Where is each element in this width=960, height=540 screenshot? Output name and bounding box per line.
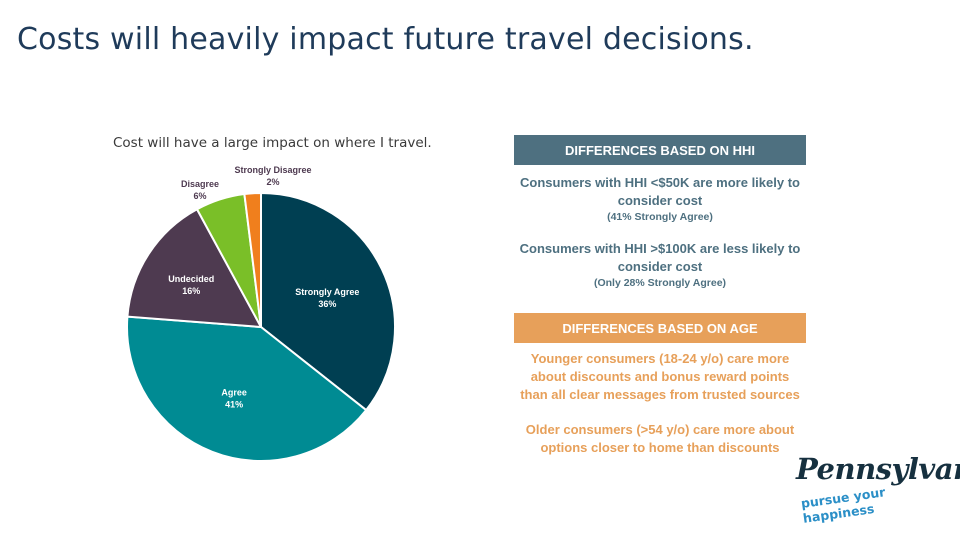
pennsylvania-logo: Pennsylvania pursue your happiness <box>788 452 960 526</box>
slice-value-disagree: 6% <box>193 191 206 201</box>
hhi-point-2-sub: (Only 28% Strongly Agree) <box>593 277 727 289</box>
hhi-point-1-main: Consumers with HHI <$50K are more likely… <box>520 175 800 208</box>
slice-value-undecided: 16% <box>182 286 200 296</box>
slice-value-strongly-agree: 36% <box>318 299 336 309</box>
age-panel-header: DIFFERENCES BASED ON AGE <box>514 313 806 343</box>
hhi-point-1-sub: (41% Strongly Agree) <box>607 211 713 223</box>
slice-label-strongly-disagree: Strongly Disagree <box>234 165 311 175</box>
hhi-point-2: Consumers with HHI >$100K are less likel… <box>514 240 806 290</box>
slice-label-strongly-agree: Strongly Agree <box>295 287 359 297</box>
age-point-2: Older consumers (>54 y/o) care more abou… <box>525 422 795 455</box>
slice-label-undecided: Undecided <box>168 274 214 284</box>
hhi-panel-header: DIFFERENCES BASED ON HHI <box>514 135 806 165</box>
pie-slice-agree <box>126 315 368 462</box>
slice-value-agree: 41% <box>225 400 243 410</box>
slice-value-strongly-disagree: 2% <box>266 177 279 187</box>
pie-slice-undecided <box>126 207 263 329</box>
slide-title: Costs will heavily impact future travel … <box>17 22 754 57</box>
slice-label-disagree: Disagree <box>181 179 219 189</box>
hhi-point-1: Consumers with HHI <$50K are more likely… <box>514 174 806 224</box>
pie-slice-strongly-disagree <box>243 191 262 328</box>
age-point-1: Younger consumers (18-24 y/o) care more … <box>520 351 800 402</box>
hhi-point-2-main: Consumers with HHI >$100K are less likel… <box>519 241 801 274</box>
pie-slice-strongly-agree <box>260 191 396 412</box>
logo-wordmark: Pennsylvania <box>796 452 960 486</box>
chart-title: Cost will have a large impact on where I… <box>113 135 432 151</box>
slice-label-agree: Agree <box>221 388 247 398</box>
